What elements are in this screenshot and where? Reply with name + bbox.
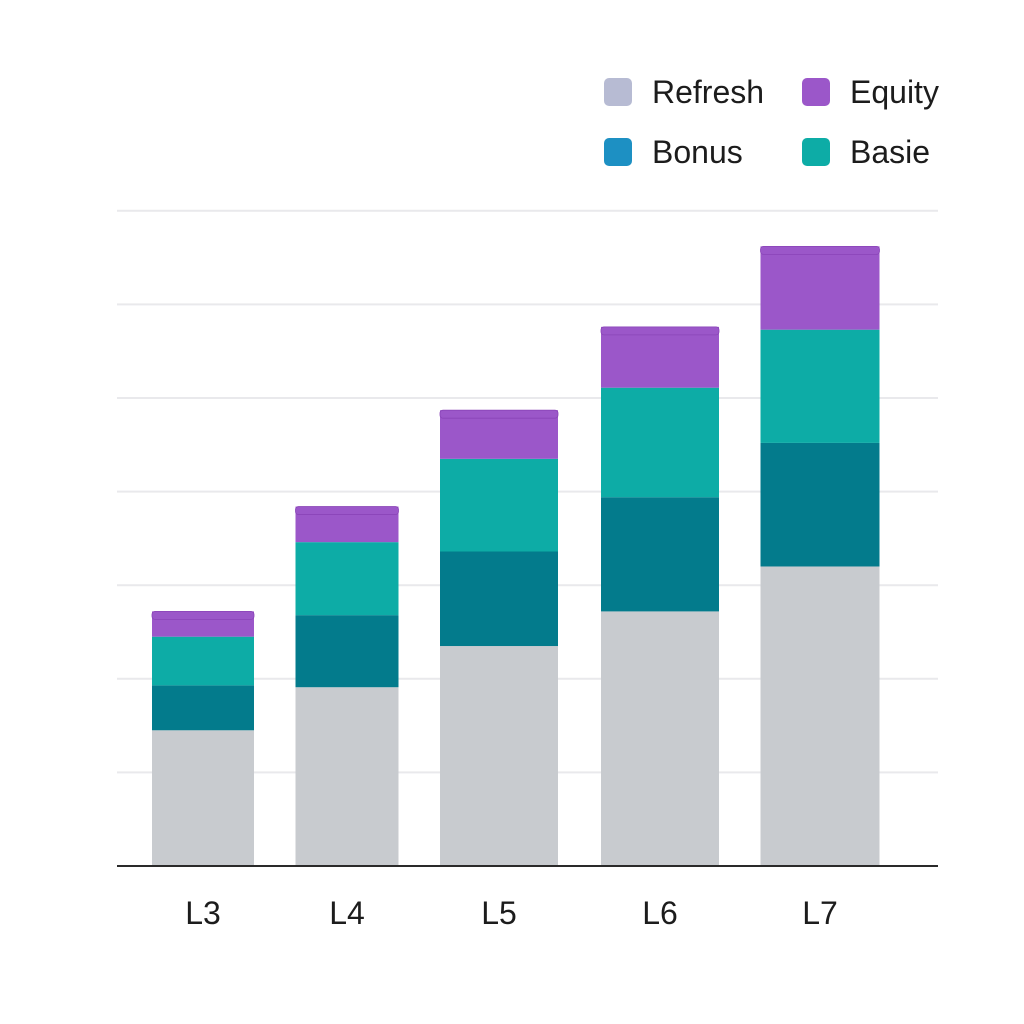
legend-swatch-basie [802,138,830,166]
bar-l3-bonus [152,685,254,731]
bar-cap-l6 [600,326,720,336]
legend-item-basie: Basie [802,130,930,174]
bar-l4-bonus [295,615,399,688]
legend-label-bonus: Bonus [652,133,743,170]
legend-label-basie: Basie [850,133,931,170]
bar-stack-l5 [439,409,559,866]
bar-cap-l3 [151,611,255,620]
bar-l7-equity [760,246,880,330]
legend-label-refresh: Refresh [652,73,765,110]
bar-stack-l6 [600,326,720,866]
legend-swatch-equity [802,78,830,106]
bar-stack-l3 [151,611,255,866]
bar-l7-basie [760,329,880,443]
bar-l5-basie [440,458,558,552]
bar-l5-refresh [440,646,558,866]
bar-l4-refresh [295,687,399,866]
bar-l4-basie [295,542,399,616]
legend-swatch-bonus [604,138,632,166]
legend-swatch-refresh [604,78,632,106]
x-tick-labels: L3 L4 L5 L6 L7 [185,895,838,931]
bar-l3-basie [152,636,254,686]
chart-legend: Refresh Equity Bonus Basie [604,70,964,180]
x-tick-label-l5: L5 [481,895,517,931]
legend-label-equity: Equity [850,73,939,110]
bar-l7-bonus [760,442,880,567]
bar-l5-bonus [440,551,558,647]
bar-l7-refresh [760,566,880,866]
bar-cap-l7 [760,245,880,255]
bar-l3-refresh [152,730,254,866]
bar-cap-l4 [295,506,399,515]
x-tick-label-l6: L6 [642,895,678,931]
legend-item-bonus: Bonus [604,130,743,174]
bar-l6-refresh [601,611,719,866]
bar-cap-l5 [439,409,559,419]
legend-item-equity: Equity [802,70,939,114]
bar-stack-l4 [295,506,399,866]
x-tick-label-l3: L3 [185,895,221,931]
bar-l6-basie [601,387,719,498]
bar-stacks [151,245,880,866]
bar-stack-l7 [760,245,880,866]
x-tick-label-l4: L4 [329,895,365,931]
bar-l6-bonus [601,497,719,612]
legend-item-refresh: Refresh [604,70,764,114]
bar-l6-equity [601,326,719,388]
x-tick-label-l7: L7 [802,895,838,931]
